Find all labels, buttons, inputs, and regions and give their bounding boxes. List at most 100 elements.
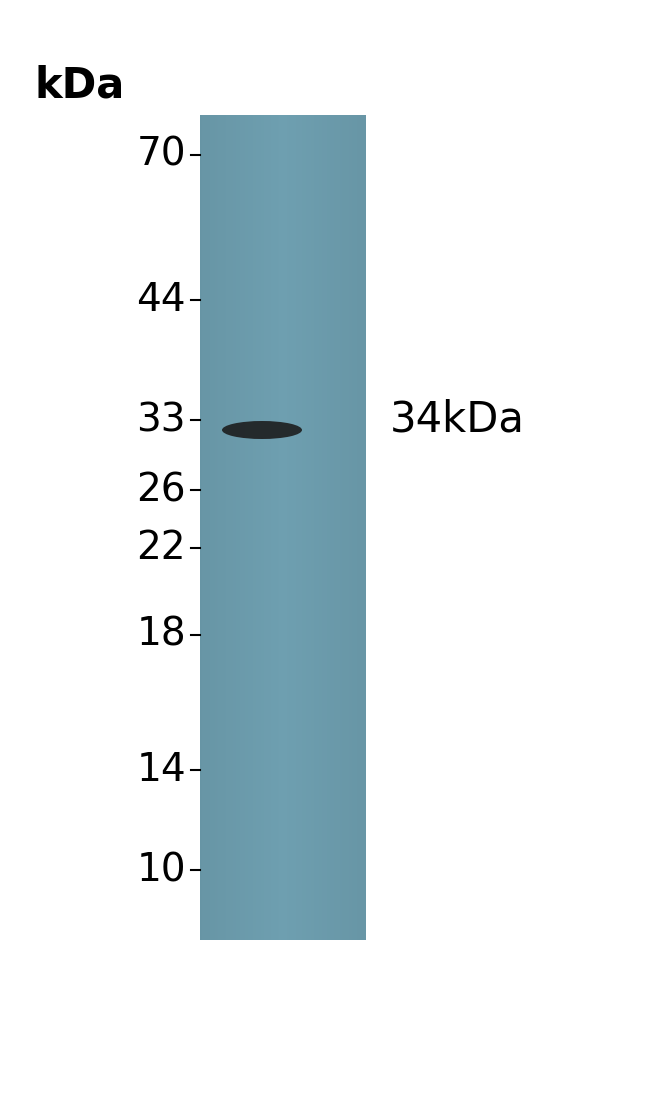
Bar — [243, 115, 245, 940]
Text: 14: 14 — [136, 751, 186, 789]
Bar — [271, 115, 273, 940]
Bar — [297, 115, 300, 940]
Bar — [318, 115, 321, 940]
Bar — [231, 115, 233, 940]
Bar — [263, 115, 265, 940]
Bar — [286, 115, 288, 940]
Bar — [302, 115, 304, 940]
Bar — [291, 115, 293, 940]
Bar — [226, 115, 229, 940]
Bar — [229, 115, 232, 940]
Bar — [355, 115, 358, 940]
Bar — [357, 115, 359, 940]
Bar — [261, 115, 263, 940]
Bar — [272, 115, 275, 940]
Bar — [235, 115, 237, 940]
Bar — [265, 115, 266, 940]
Text: 22: 22 — [136, 529, 186, 567]
Bar — [269, 115, 272, 940]
Bar — [348, 115, 350, 940]
Bar — [289, 115, 291, 940]
Bar — [202, 115, 204, 940]
Bar — [347, 115, 349, 940]
Bar — [225, 115, 227, 940]
Bar — [320, 115, 322, 940]
Bar — [254, 115, 257, 940]
Bar — [251, 115, 254, 940]
Bar — [218, 115, 220, 940]
Bar — [222, 115, 224, 940]
Bar — [237, 115, 239, 940]
Bar — [228, 115, 230, 940]
Bar — [259, 115, 261, 940]
Text: 33: 33 — [136, 401, 186, 439]
Bar — [312, 115, 315, 940]
Bar — [274, 115, 276, 940]
Bar — [258, 115, 260, 940]
Bar — [250, 115, 252, 940]
Bar — [361, 115, 364, 940]
Bar — [322, 115, 324, 940]
Bar — [208, 115, 211, 940]
Bar — [350, 115, 352, 940]
Bar — [213, 115, 215, 940]
Bar — [337, 115, 339, 940]
Bar — [223, 115, 226, 940]
Bar — [354, 115, 356, 940]
Bar — [344, 115, 346, 940]
Bar — [340, 115, 343, 940]
Bar — [333, 115, 336, 940]
Bar — [278, 115, 280, 940]
Bar — [238, 115, 240, 940]
Bar — [266, 115, 268, 940]
Bar — [268, 115, 270, 940]
Bar — [324, 115, 326, 940]
Bar — [248, 115, 250, 940]
Bar — [256, 115, 258, 940]
Bar — [306, 115, 307, 940]
Bar — [211, 115, 214, 940]
Bar — [294, 115, 296, 940]
Text: kDa: kDa — [35, 65, 125, 107]
Bar — [203, 115, 205, 940]
Bar — [329, 115, 331, 940]
Bar — [200, 115, 202, 940]
Bar — [246, 115, 248, 940]
Bar — [352, 115, 354, 940]
Bar — [280, 115, 281, 940]
Text: 10: 10 — [136, 851, 186, 889]
Bar — [326, 115, 328, 940]
Bar — [332, 115, 334, 940]
Bar — [284, 115, 286, 940]
Text: 26: 26 — [136, 471, 186, 509]
Bar — [241, 115, 243, 940]
Bar — [220, 115, 222, 940]
Text: 34kDa: 34kDa — [390, 399, 525, 440]
Bar — [210, 115, 212, 940]
Bar — [301, 115, 303, 940]
Bar — [205, 115, 207, 940]
Bar — [253, 115, 255, 940]
Bar — [314, 115, 316, 940]
Bar — [283, 115, 285, 940]
Bar — [345, 115, 347, 940]
Bar — [296, 115, 298, 940]
Bar — [363, 115, 365, 940]
Bar — [276, 115, 278, 940]
Ellipse shape — [222, 421, 302, 439]
Bar — [360, 115, 362, 940]
Text: 70: 70 — [136, 136, 186, 174]
Text: 44: 44 — [136, 281, 186, 319]
Bar — [281, 115, 283, 940]
Bar — [315, 115, 318, 940]
Bar — [299, 115, 301, 940]
Bar — [244, 115, 247, 940]
Bar — [215, 115, 217, 940]
Bar — [327, 115, 329, 940]
Bar — [207, 115, 209, 940]
Bar — [330, 115, 333, 940]
Bar — [358, 115, 361, 940]
Bar — [292, 115, 294, 940]
Bar — [317, 115, 319, 940]
Bar — [304, 115, 306, 940]
